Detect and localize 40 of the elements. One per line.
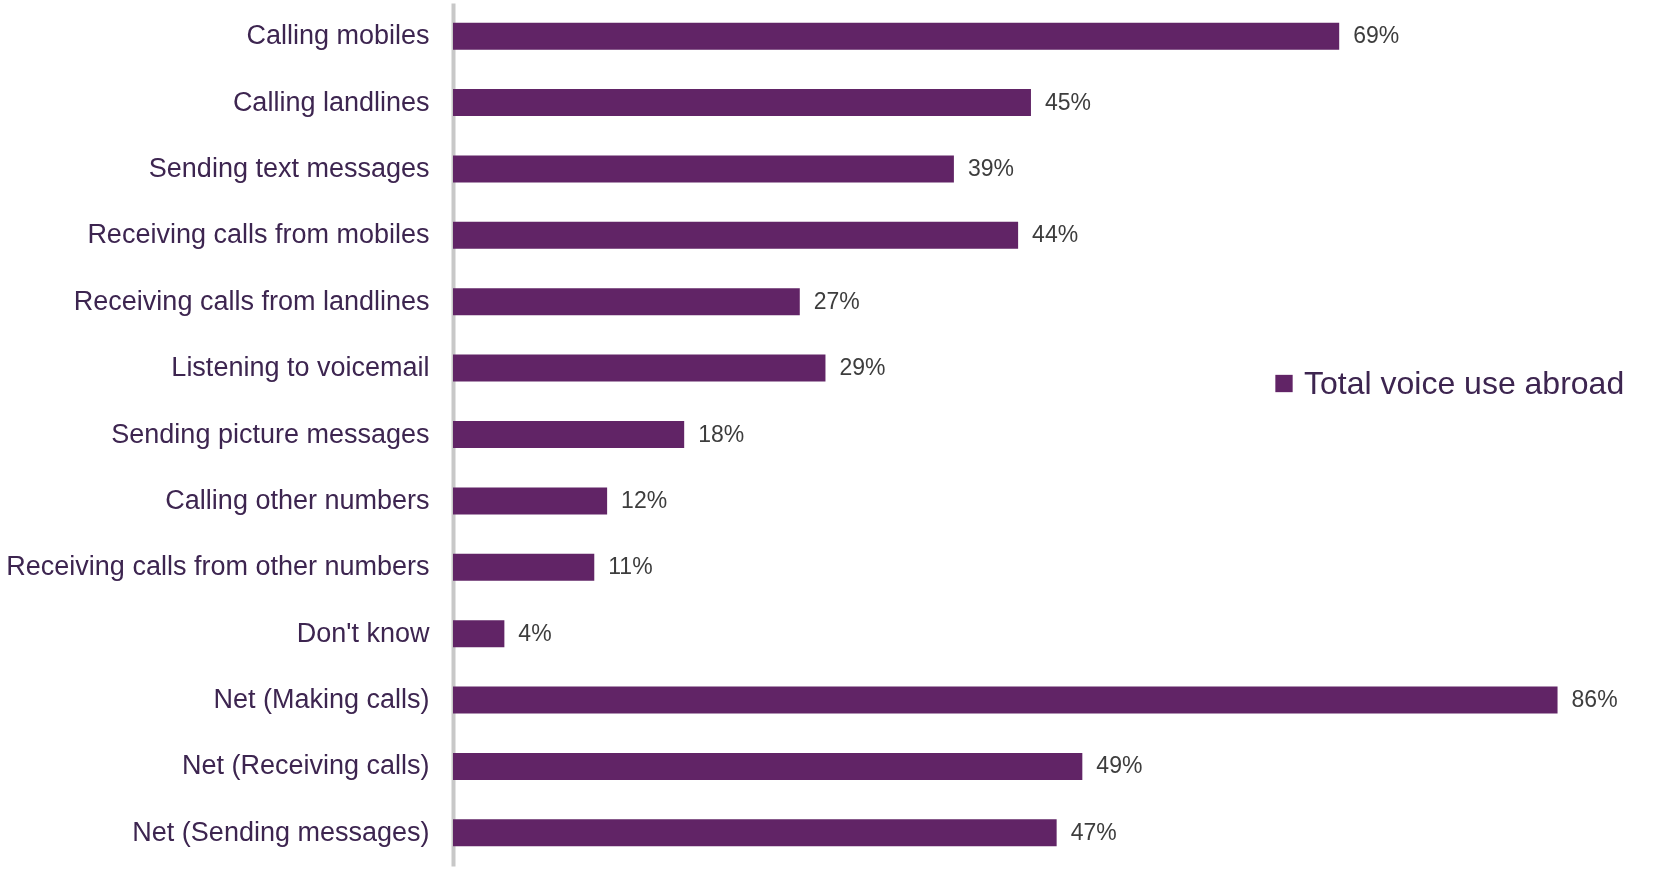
data-label: 86% — [1571, 686, 1618, 713]
bar — [453, 553, 595, 581]
y-tick-label: Calling mobiles — [246, 20, 430, 51]
data-label: 39% — [967, 154, 1014, 181]
bar — [453, 421, 685, 448]
bar — [453, 620, 505, 648]
y-tick-label: Receiving calls from mobiles — [87, 219, 430, 250]
bar — [453, 686, 1558, 714]
y-tick-label: Sending picture messages — [111, 418, 430, 449]
bar — [453, 819, 1057, 847]
data-label: 29% — [839, 354, 886, 381]
bar — [453, 22, 1340, 50]
y-tick-label: Calling landlines — [232, 86, 430, 117]
data-label: 12% — [621, 486, 668, 513]
data-label: 69% — [1353, 22, 1400, 49]
data-label: 27% — [813, 287, 860, 314]
data-label: 18% — [698, 420, 745, 447]
y-tick-label: Receiving calls from other numbers — [6, 551, 430, 582]
bar — [453, 288, 800, 316]
data-label: 45% — [1044, 88, 1092, 115]
legend-label: Total voice use abroad — [1304, 364, 1625, 401]
y-tick-label: Calling other numbers — [165, 484, 430, 515]
y-tick-label: Net (Sending messages) — [132, 816, 430, 847]
bar — [453, 487, 608, 515]
y-tick-label: Net (Making calls) — [213, 684, 430, 715]
y-tick-label: Don't know — [296, 617, 430, 648]
y-tick-label: Listening to voicemail — [171, 352, 430, 383]
data-label: 47% — [1070, 818, 1117, 845]
bar — [453, 155, 954, 183]
data-label: 11% — [608, 553, 653, 580]
bar — [453, 89, 1031, 117]
data-label: 4% — [518, 619, 552, 646]
bar — [453, 221, 1019, 249]
y-tick-label: Net (Receiving calls) — [181, 750, 430, 781]
y-tick-label: Receiving calls from landlines — [73, 285, 430, 316]
bar — [453, 752, 1083, 780]
y-tick-label: Sending text messages — [148, 152, 430, 183]
data-label: 49% — [1096, 752, 1143, 779]
bar — [453, 354, 826, 382]
data-label: 44% — [1032, 221, 1079, 248]
